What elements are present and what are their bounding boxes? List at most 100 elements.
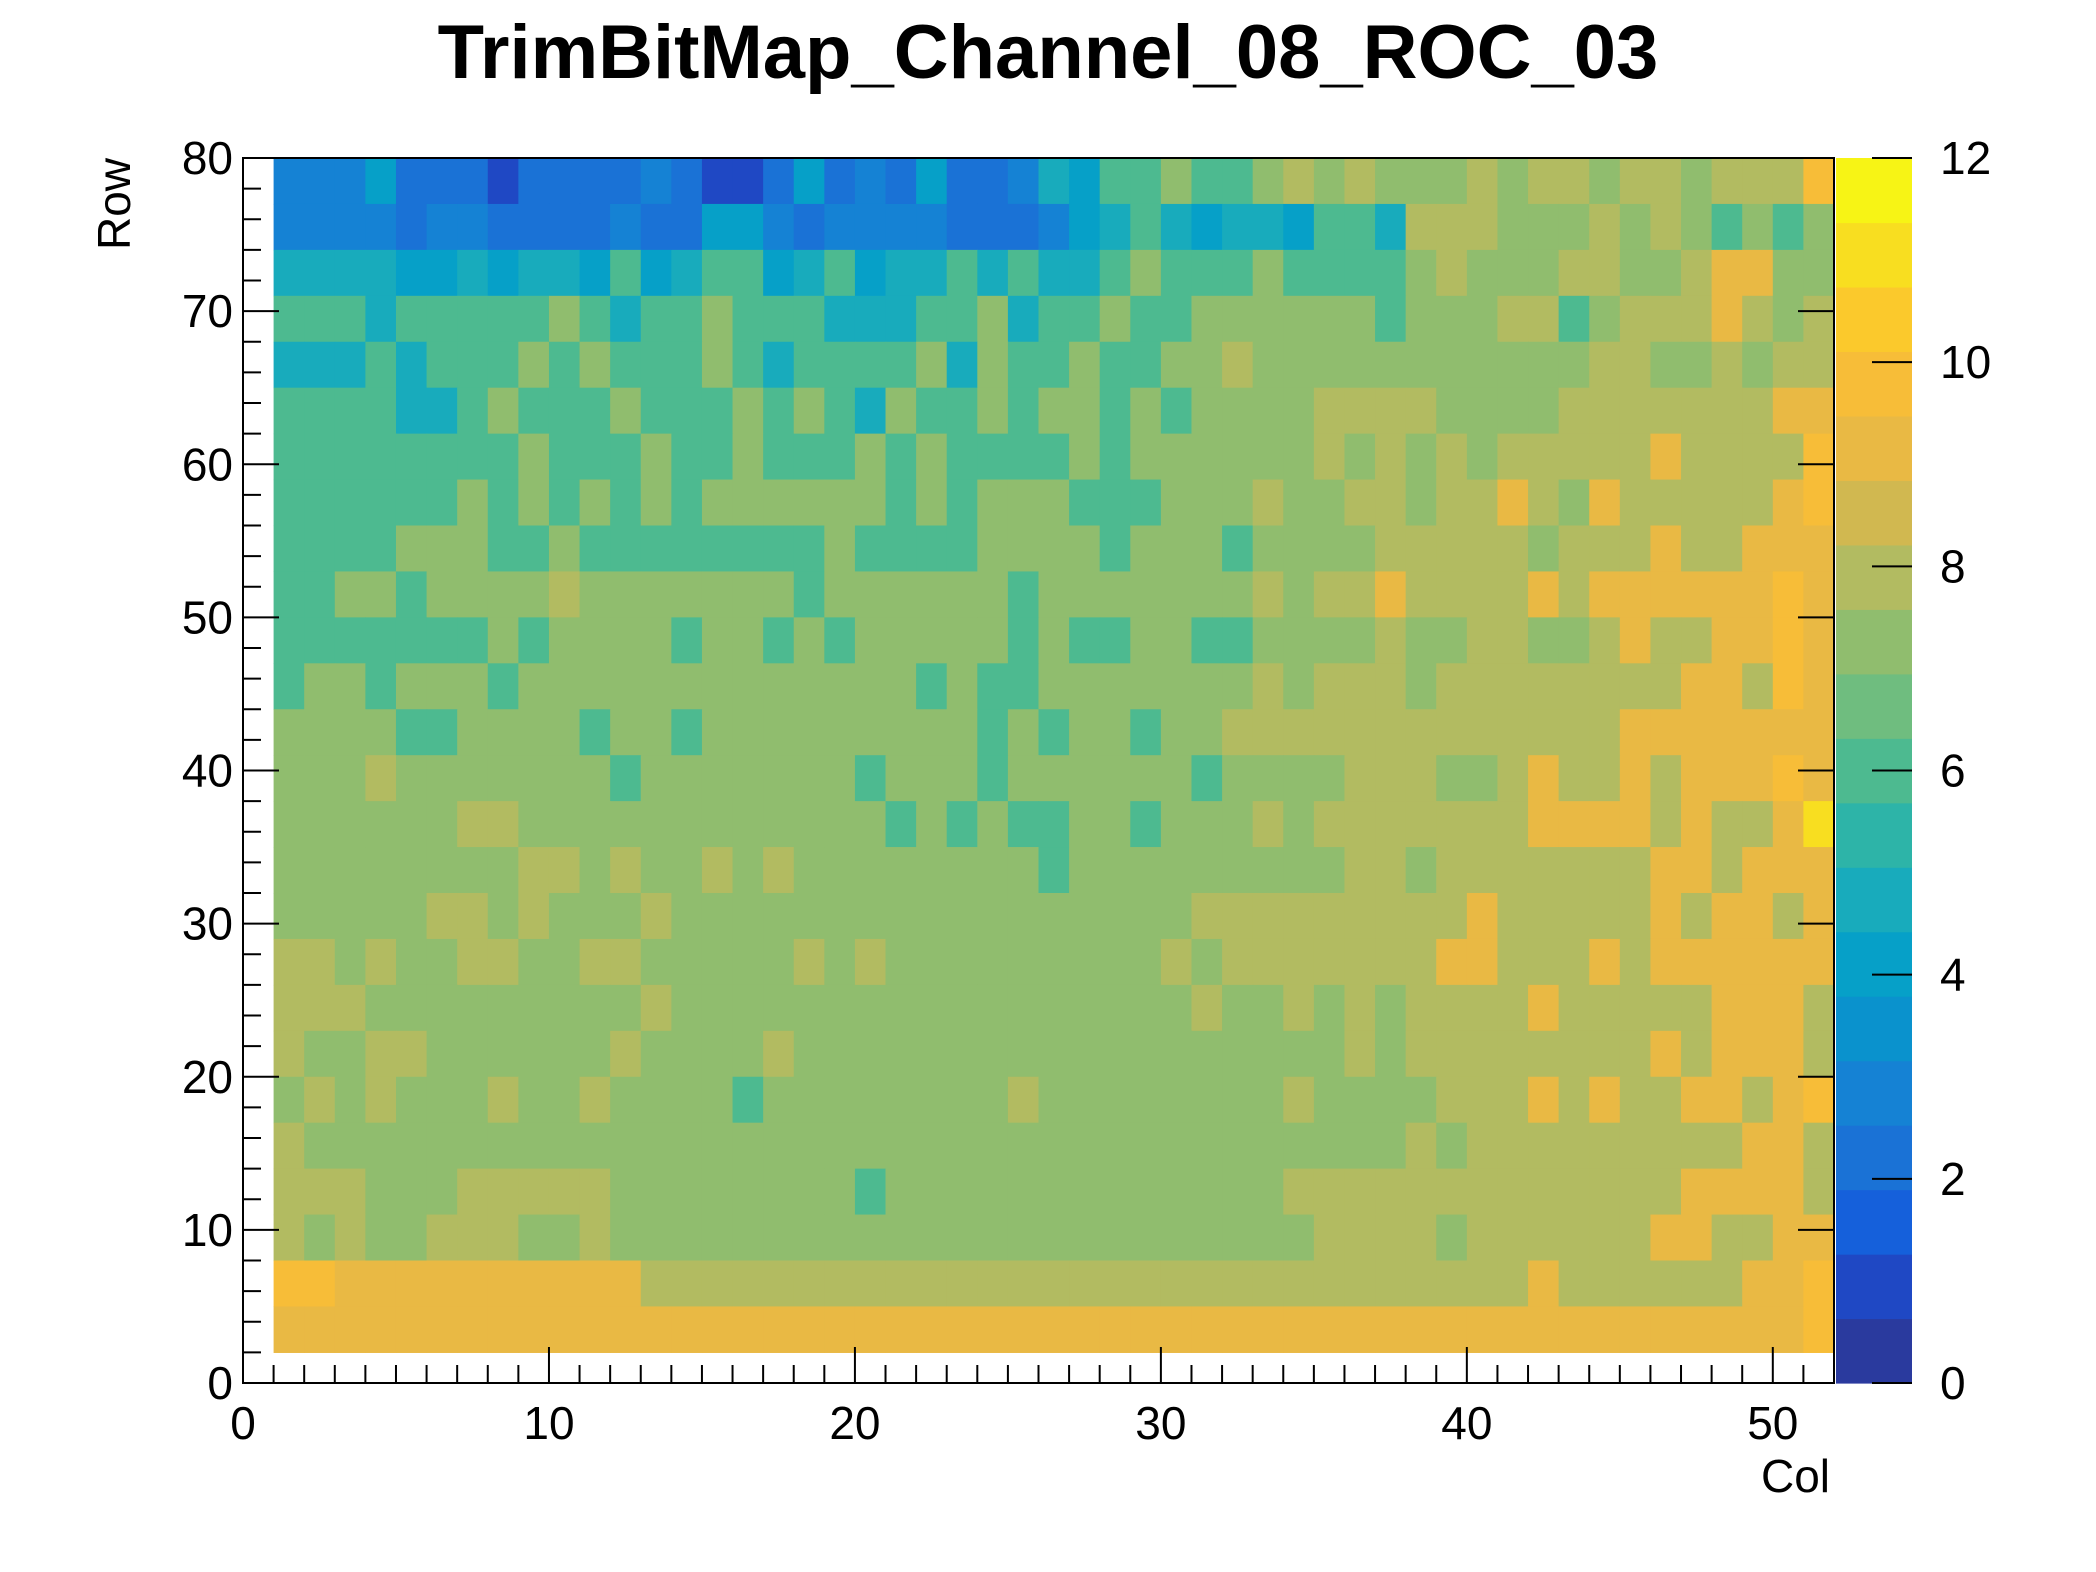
heatmap-cell	[1160, 479, 1193, 527]
heatmap-cell	[334, 341, 366, 389]
heatmap-cell	[1589, 1168, 1621, 1216]
heatmap-cell	[1283, 984, 1315, 1032]
heatmap-cell	[1130, 709, 1162, 756]
heatmap-cell	[426, 755, 458, 802]
heatmap-cell	[1742, 1030, 1774, 1078]
heatmap-cell	[395, 755, 428, 802]
heatmap-cell	[1038, 1076, 1070, 1124]
heatmap-cell	[1528, 1214, 1560, 1262]
heatmap-cell	[395, 847, 428, 894]
heatmap-cell	[304, 1214, 336, 1262]
heatmap-cell	[1191, 387, 1223, 435]
heatmap-cell	[1650, 847, 1682, 894]
heatmap-cell	[1252, 433, 1284, 481]
color-scale-segment	[1836, 609, 1912, 675]
heatmap-cell	[1650, 984, 1682, 1032]
heatmap-cell	[1252, 801, 1284, 848]
heatmap-cell	[854, 1122, 887, 1170]
heatmap-cell	[1283, 295, 1315, 343]
heatmap-cell	[701, 571, 734, 618]
heatmap-cell	[1436, 1030, 1468, 1078]
heatmap-cell	[671, 295, 703, 343]
heatmap-cell	[1191, 801, 1223, 848]
heatmap-cell	[977, 663, 1009, 710]
heatmap-cell	[487, 1122, 519, 1170]
heatmap-cell	[1528, 893, 1560, 940]
heatmap-cell	[334, 1122, 366, 1170]
heatmap-cell	[1436, 341, 1468, 389]
heatmap-cell	[457, 938, 489, 986]
heatmap-cell	[487, 663, 519, 710]
heatmap-cell	[1283, 1122, 1315, 1170]
heatmap-cell	[1405, 341, 1437, 389]
heatmap-cell	[1191, 1168, 1223, 1216]
heatmap-cell	[548, 984, 581, 1032]
heatmap-cell	[1099, 158, 1131, 205]
heatmap-cell	[1589, 1260, 1621, 1308]
heatmap-cell	[548, 525, 581, 573]
heatmap-cell	[1436, 158, 1468, 205]
heatmap-cell	[1528, 1168, 1560, 1216]
heatmap-cell	[1650, 709, 1682, 756]
heatmap-cell	[273, 295, 305, 343]
heatmap-cell	[1313, 893, 1346, 940]
heatmap-cell	[518, 984, 550, 1032]
heatmap-cell	[916, 203, 948, 251]
heatmap-cell	[1436, 1214, 1468, 1262]
heatmap-cell	[579, 571, 611, 618]
heatmap-cell	[1558, 938, 1590, 986]
heatmap-cell	[1558, 158, 1590, 205]
heatmap-cell	[1497, 479, 1529, 527]
heatmap-cell	[977, 801, 1009, 848]
heatmap-cell	[1007, 1306, 1040, 1353]
heatmap-cell	[273, 984, 305, 1032]
heatmap-cell	[1038, 1306, 1070, 1353]
heatmap-cell	[1803, 433, 1835, 481]
heatmap-cell	[1191, 249, 1223, 297]
heatmap-cell	[1466, 984, 1499, 1032]
heatmap-cell	[1252, 938, 1284, 986]
heatmap-cell	[457, 571, 489, 618]
heatmap-cell	[1222, 984, 1254, 1032]
heatmap-cell	[457, 1214, 489, 1262]
heatmap-cell	[1252, 1306, 1284, 1353]
heatmap-cell	[1252, 617, 1284, 664]
heatmap-cell	[1099, 984, 1131, 1032]
heatmap-cell	[304, 938, 336, 986]
heatmap-cell	[763, 755, 795, 802]
heatmap-cell	[793, 433, 825, 481]
heatmap-cell	[518, 709, 550, 756]
heatmap-cell	[1619, 801, 1652, 848]
heatmap-cell	[334, 938, 366, 986]
heatmap-cell	[1558, 203, 1590, 251]
heatmap-cell	[1375, 479, 1407, 527]
heatmap-cell	[1528, 387, 1560, 435]
heatmap-cell	[1803, 801, 1835, 848]
heatmap-cell	[304, 295, 336, 343]
heatmap-cell	[1528, 617, 1560, 664]
heatmap-cell	[885, 295, 917, 343]
heatmap-cell	[518, 1306, 550, 1353]
heatmap-cell	[457, 479, 489, 527]
heatmap-cell	[365, 525, 397, 573]
heatmap-cell	[487, 1076, 519, 1124]
heatmap-cell	[1466, 663, 1499, 710]
heatmap-cell	[1681, 755, 1713, 802]
heatmap-cell	[1405, 249, 1437, 297]
heatmap-cell	[548, 709, 581, 756]
heatmap-cell	[1038, 617, 1070, 664]
heatmap-cell	[1711, 249, 1743, 297]
heatmap-cell	[1375, 571, 1407, 618]
heatmap-cell	[1405, 203, 1437, 251]
heatmap-cell	[1711, 893, 1743, 940]
heatmap-cell	[701, 387, 734, 435]
heatmap-cell	[946, 847, 978, 894]
heatmap-cell	[946, 1030, 978, 1078]
heatmap-cell	[1375, 847, 1407, 894]
heatmap-cell	[426, 847, 458, 894]
heatmap-cell	[1772, 984, 1805, 1032]
heatmap-cell	[1313, 938, 1346, 986]
heatmap-cell	[671, 387, 703, 435]
heatmap-cell	[1742, 984, 1774, 1032]
heatmap-cell	[1528, 1076, 1560, 1124]
